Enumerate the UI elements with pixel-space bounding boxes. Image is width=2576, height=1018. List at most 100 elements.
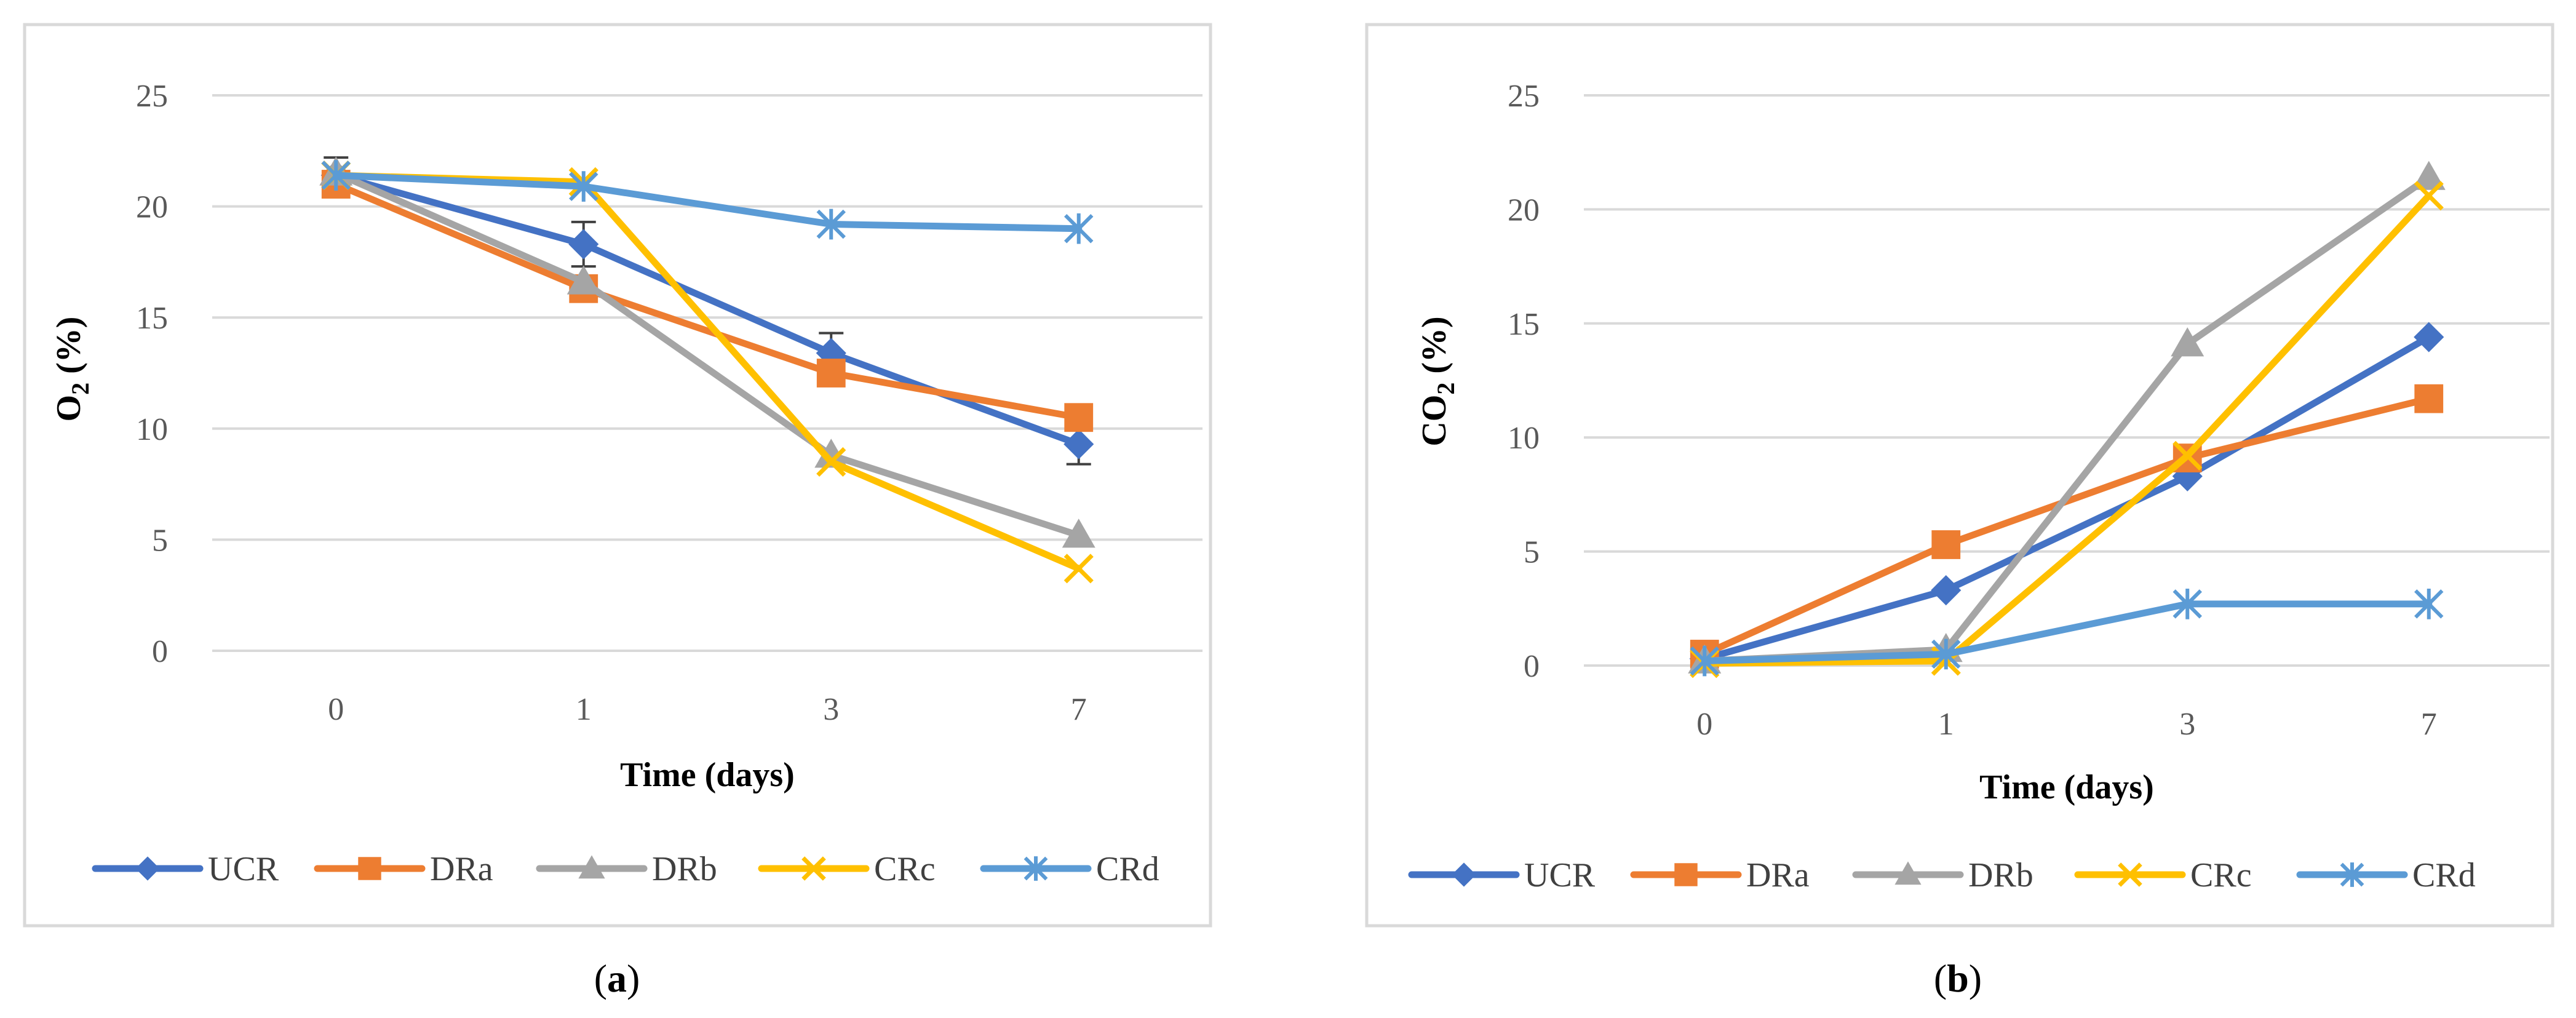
data-point-DRa (816, 359, 846, 388)
x-tick-label: 1 (576, 692, 592, 727)
data-point-DRb (2412, 161, 2446, 190)
y-tick-label: 15 (136, 301, 168, 336)
data-point-DRa (2414, 384, 2444, 413)
x-tick-label: 3 (823, 692, 839, 727)
legend-item-DRb: DRb (1852, 856, 2033, 894)
legend-label: DRa (430, 850, 493, 888)
series-DRb (319, 156, 1095, 548)
y-tick-label: 20 (136, 190, 168, 225)
chart-panel-a: 0 5 10 15 20 25 0 1 3 7 Time (days) O2 (%) UCR DRa DRb… (23, 23, 1212, 928)
series-CRd (1690, 589, 2444, 677)
y-tick-label: 0 (1524, 649, 1540, 684)
data-point-CRd (1690, 645, 1719, 677)
legend-label: DRb (652, 850, 717, 888)
legend-item-DRa: DRa (314, 850, 493, 888)
data-point-CRc (2173, 440, 2203, 471)
data-point-UCR (568, 229, 599, 260)
legend-label: DRa (1746, 856, 1810, 894)
data-point-CRc (816, 447, 846, 477)
series-line-DRb (332, 169, 1083, 539)
x-tick-label: 3 (2179, 707, 2195, 742)
legend-marker (1452, 862, 1476, 887)
y-tick-label: 10 (1508, 421, 1540, 456)
panel-label: (b) (1934, 956, 1982, 1000)
y-tick-label: 20 (1508, 193, 1540, 228)
legend-label: DRb (1968, 856, 2033, 894)
panel-label: (a) (594, 956, 640, 1000)
legend-label: CRc (2190, 856, 2252, 894)
legend-label: UCR (208, 850, 279, 888)
legend-label: UCR (1524, 856, 1596, 894)
legend-label: CRc (874, 850, 936, 888)
panel-label-letter: a (607, 956, 627, 1000)
legend-marker (1024, 856, 1048, 881)
chart-frame (23, 23, 1212, 928)
y-tick-label: 15 (1508, 307, 1540, 342)
legend-marker (2118, 862, 2142, 887)
data-point-CRd (2414, 589, 2444, 619)
legend-item-UCR: UCR (1408, 856, 1596, 894)
data-point-UCR (816, 338, 846, 368)
legend-marker (2340, 862, 2364, 887)
series-CRd (321, 160, 1094, 244)
y-tick-label: 5 (152, 523, 168, 558)
x-tick-label: 1 (1938, 707, 1954, 742)
y-axis-title: O2 (%) (50, 317, 94, 422)
data-point-UCR (1063, 429, 1094, 459)
y-tick-label: 25 (136, 79, 168, 114)
legend: UCR DRa DRb CRc CRd (1408, 856, 2476, 894)
x-axis-title: Time (days) (1979, 768, 2154, 806)
legend-item-DRb: DRb (536, 850, 717, 888)
legend-label: CRd (2412, 856, 2476, 894)
panel-label-close: ) (1969, 956, 1982, 1000)
data-point-DRb (2171, 327, 2204, 357)
data-point-DRb (1062, 519, 1095, 548)
panel-label-open: ( (594, 956, 607, 1000)
series-line-CRd (1701, 600, 2433, 665)
y-axis-title-subscript: 2 (1432, 383, 1460, 395)
x-tick-label: 0 (1696, 707, 1712, 742)
data-point-CRd (1064, 213, 1094, 244)
series-line-UCR (1701, 333, 2433, 662)
data-point-DRb (566, 265, 600, 295)
data-point-CRd (321, 160, 351, 191)
series-line-CRc (1701, 192, 2433, 667)
legend-item-DRa: DRa (1630, 856, 1810, 894)
y-axis-title: CO2 (%) (1415, 316, 1460, 446)
data-point-UCR (2172, 461, 2203, 491)
series-line-DRa (332, 180, 1083, 421)
data-point-DRb (814, 439, 848, 468)
y-axis-title-subscript: 2 (66, 383, 94, 395)
chart-frame (1365, 23, 2554, 928)
data-point-CRd (1931, 638, 1961, 670)
y-axis-title-unit: (%) (1415, 316, 1453, 382)
data-point-UCR (1931, 575, 1962, 606)
legend: UCR DRa DRb CRc CRd (92, 850, 1159, 888)
legend-marker (1674, 863, 1698, 886)
data-point-CRc (1063, 554, 1094, 584)
data-point-DRa (1931, 530, 1961, 559)
x-tick-label: 7 (1071, 692, 1087, 727)
data-point-CRd (569, 171, 598, 202)
chart-panel-b: 0 5 10 15 20 25 0 1 3 7 Time (days) CO2 (%) UCR DRa DR… (1365, 23, 2554, 928)
panel-label-open: ( (1934, 956, 1947, 1000)
x-tick-label: 0 (328, 692, 344, 727)
x-axis-title: Time (days) (620, 756, 795, 794)
data-point-DRa (1064, 403, 1094, 432)
legend-item-CRc: CRc (758, 850, 936, 888)
legend-marker (801, 856, 826, 881)
legend-item-CRd: CRd (980, 850, 1159, 888)
legend-item-CRd: CRd (2296, 856, 2476, 894)
legend-label: CRd (1096, 850, 1159, 888)
panel-label-close: ) (627, 956, 640, 1000)
y-tick-label: 5 (1524, 535, 1540, 570)
legend-item-UCR: UCR (92, 850, 279, 888)
series-line-CRd (332, 172, 1083, 233)
y-tick-label: 10 (136, 412, 168, 447)
legend-marker (578, 855, 605, 879)
x-tick-label: 7 (2421, 707, 2437, 742)
data-point-UCR (2414, 322, 2444, 352)
y-axis-title-unit: (%) (50, 317, 88, 383)
legend-marker (1894, 861, 1922, 885)
